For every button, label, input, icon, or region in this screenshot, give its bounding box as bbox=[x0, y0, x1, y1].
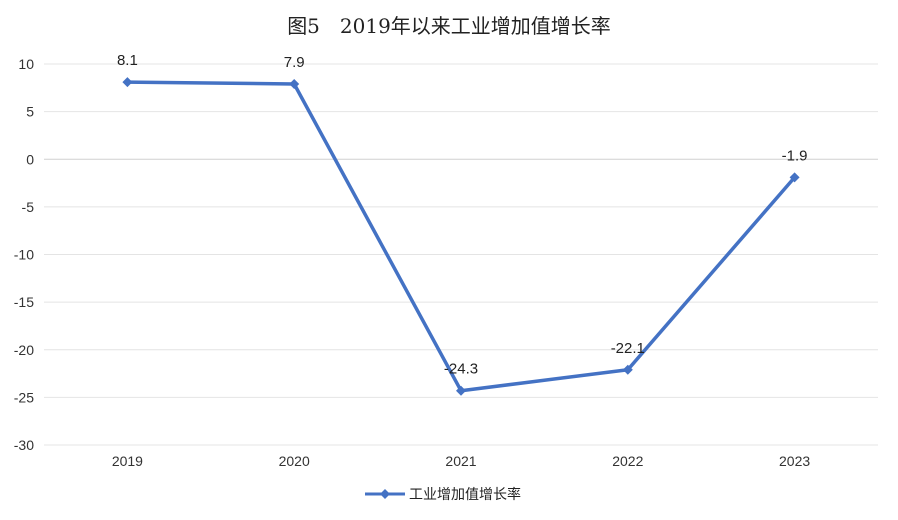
y-tick-label: 10 bbox=[18, 56, 34, 72]
legend-marker bbox=[380, 489, 390, 499]
y-tick-label: -30 bbox=[14, 437, 34, 453]
data-label: 8.1 bbox=[117, 52, 138, 69]
data-point-marker bbox=[789, 172, 800, 183]
data-point-marker bbox=[122, 77, 133, 88]
series-line bbox=[127, 80, 796, 393]
data-label: -1.9 bbox=[782, 147, 808, 164]
y-tick-label: -25 bbox=[14, 389, 34, 405]
y-tick-label: -15 bbox=[14, 294, 34, 310]
data-label: -24.3 bbox=[444, 361, 478, 378]
data-point-marker bbox=[289, 79, 300, 90]
x-tick-label: 2021 bbox=[445, 453, 476, 469]
y-tick-label: -20 bbox=[14, 342, 34, 358]
y-tick-label: -5 bbox=[22, 199, 35, 215]
x-tick-label: 2020 bbox=[279, 453, 310, 469]
y-tick-label: 5 bbox=[26, 104, 34, 120]
y-tick-label: -10 bbox=[14, 247, 34, 263]
data-label: -22.1 bbox=[611, 340, 645, 357]
legend-label: 工业增加值增长率 bbox=[409, 486, 521, 502]
x-tick-label: 2022 bbox=[612, 453, 643, 469]
data-point-marker bbox=[622, 364, 633, 375]
chart-title: 图5 2019年以来工业增加值增长率 bbox=[287, 14, 611, 38]
data-label: 7.9 bbox=[284, 54, 305, 71]
data-point-marker bbox=[456, 385, 466, 396]
x-tick-label: 2019 bbox=[112, 453, 143, 469]
x-tick-label: 2023 bbox=[779, 453, 810, 469]
y-tick-label: 0 bbox=[26, 151, 34, 167]
